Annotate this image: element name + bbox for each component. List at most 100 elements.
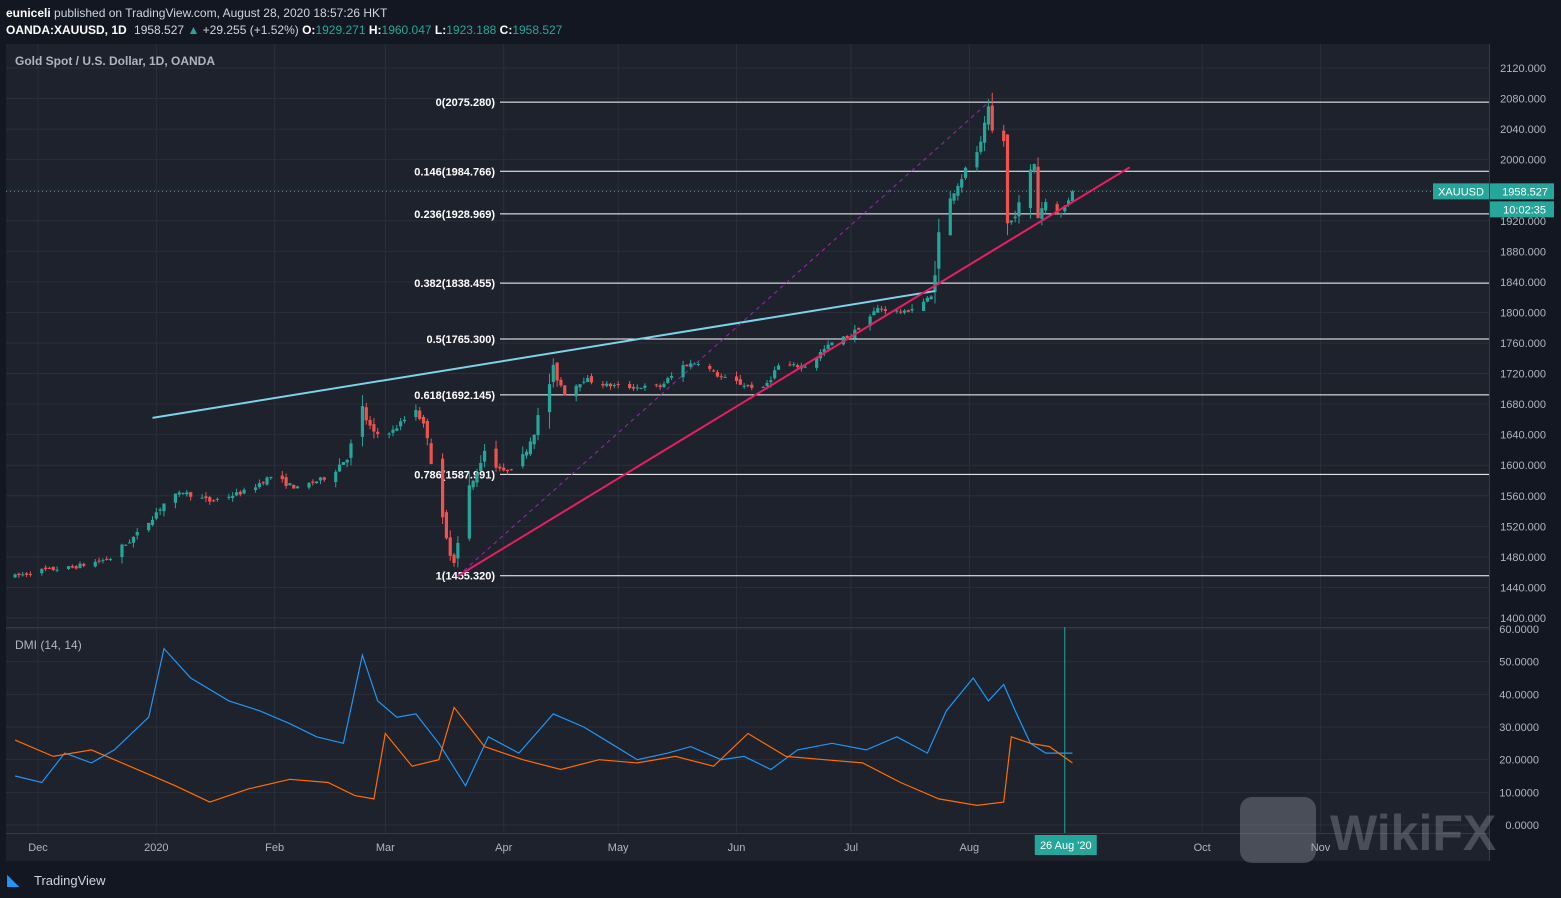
candle-body — [616, 383, 620, 385]
publish-info: euniceli published on TradingView.com, A… — [6, 6, 387, 20]
dmi-series-line — [14, 647, 1073, 788]
candle-body — [231, 495, 235, 498]
candle-body — [742, 385, 746, 387]
footer: ◣ TradingView — [0, 864, 1561, 898]
last-price-value: 1958.527 — [1502, 186, 1548, 198]
candle-body — [776, 365, 781, 370]
price-tick-label: 1840.000 — [1500, 277, 1546, 289]
candle-body — [1009, 220, 1013, 223]
candle-body — [975, 152, 979, 168]
dmi-axis[interactable]: 60.0000 50.0000 40.0000 30.0000 20.0000 10.00… — [1499, 624, 1539, 832]
trendlines[interactable] — [152, 102, 1131, 577]
chart-title: Gold Spot / U.S. Dollar, 1D, OANDA — [15, 54, 215, 68]
low-value: 1923.188 — [446, 23, 497, 37]
candle-body — [135, 531, 139, 536]
candle-body — [345, 459, 349, 463]
candle-body — [311, 481, 315, 483]
crosshair-date-label: 26 Aug '20 — [1040, 840, 1092, 852]
candle-body — [822, 348, 826, 353]
price-tick-label: 1920.000 — [1500, 216, 1546, 228]
fibonacci-retracement[interactable]: 0(2075.280) 0.146(1984.766) 0.236(1928.969… — [414, 97, 1489, 583]
dmi-tick-label: 20.0000 — [1499, 755, 1539, 767]
candle-body — [815, 357, 819, 368]
fib-level-label: 0.236(1928.969) — [414, 209, 495, 221]
fib-level-label: 0.382(1838.455) — [414, 278, 495, 290]
candle-body — [1044, 202, 1048, 211]
candle-body — [715, 372, 720, 377]
candle-body — [211, 500, 216, 502]
candle-body — [574, 385, 578, 397]
candle-body — [391, 429, 395, 433]
candle-body — [1028, 169, 1033, 208]
candle-body — [795, 365, 800, 368]
candle-body — [257, 483, 261, 488]
candle-body — [948, 198, 952, 236]
candle-body — [376, 431, 380, 434]
candle-body — [120, 544, 124, 558]
trendline-resistance — [152, 290, 936, 419]
candle-body — [1070, 191, 1075, 202]
fib-level-label: 0.146(1984.766) — [414, 166, 495, 178]
watermark-text: WikiFX — [1330, 805, 1496, 861]
candle-body — [551, 364, 555, 383]
candle-body — [719, 376, 723, 378]
candle-body — [402, 419, 407, 422]
candle-body — [74, 566, 78, 569]
dmi-tick-label: 0.0000 — [1505, 820, 1539, 832]
candle-body — [1055, 204, 1059, 214]
price-tick-label: 1720.000 — [1500, 369, 1546, 381]
footer-brand[interactable]: TradingView — [34, 873, 106, 888]
candle-body — [265, 477, 269, 485]
candle-body — [498, 466, 502, 469]
symbol-label[interactable]: OANDA:XAUUSD, 1D — [6, 23, 127, 37]
candle-body — [40, 568, 44, 574]
candle-body — [986, 106, 991, 125]
watermark: WikiFX — [1240, 797, 1496, 863]
time-axis[interactable]: Dec 2020 Feb Mar Apr May Jun Jul Aug Oct Nov — [28, 842, 1331, 854]
candle-body — [933, 275, 937, 293]
candle-body — [261, 482, 265, 484]
time-tick-label: Jul — [844, 842, 858, 854]
candle-body — [82, 563, 86, 566]
candle-body — [872, 311, 876, 316]
candle-body — [189, 492, 193, 497]
candle-body — [547, 384, 552, 413]
candle-body — [830, 342, 834, 345]
chart-header: euniceli published on TradingView.com, A… — [0, 0, 1561, 42]
price-tick-label: 1800.000 — [1500, 307, 1546, 319]
candle-body — [631, 386, 636, 389]
candle-body — [108, 559, 113, 561]
time-tick-label: Dec — [28, 842, 48, 854]
candle-body — [521, 454, 525, 467]
price-tick-label: 1880.000 — [1500, 246, 1546, 258]
candle-body — [983, 122, 987, 143]
countdown-value: 10:02:35 — [1503, 204, 1546, 216]
candle-body — [13, 574, 17, 578]
candle-body — [215, 498, 219, 500]
candle-body — [44, 567, 48, 570]
candle-body — [868, 316, 872, 327]
tradingview-logo-icon: ◣ — [7, 872, 20, 889]
candle-body — [185, 492, 189, 495]
candle-body — [173, 493, 178, 503]
price-tick-label: 1600.000 — [1500, 460, 1546, 472]
grid — [6, 44, 1489, 833]
candle-body — [425, 420, 429, 439]
time-tick-label: Mar — [376, 842, 395, 854]
trendline-support — [457, 166, 1131, 577]
open-label: O: — [302, 23, 316, 37]
candle-body — [845, 336, 849, 338]
candle-body — [589, 376, 594, 383]
candle-body — [563, 385, 567, 396]
candle-body — [769, 380, 773, 383]
candle-body — [696, 364, 700, 366]
candle-body — [444, 512, 449, 539]
candle-body — [131, 536, 136, 543]
author-name[interactable]: euniceli — [6, 6, 51, 20]
candle-body — [654, 384, 658, 386]
price-axis[interactable]: 2120.0002080.0002040.0002000.0001960.000… — [1500, 63, 1546, 625]
candle-body — [723, 377, 727, 379]
candle-body — [292, 484, 296, 489]
candle-body — [284, 477, 288, 486]
